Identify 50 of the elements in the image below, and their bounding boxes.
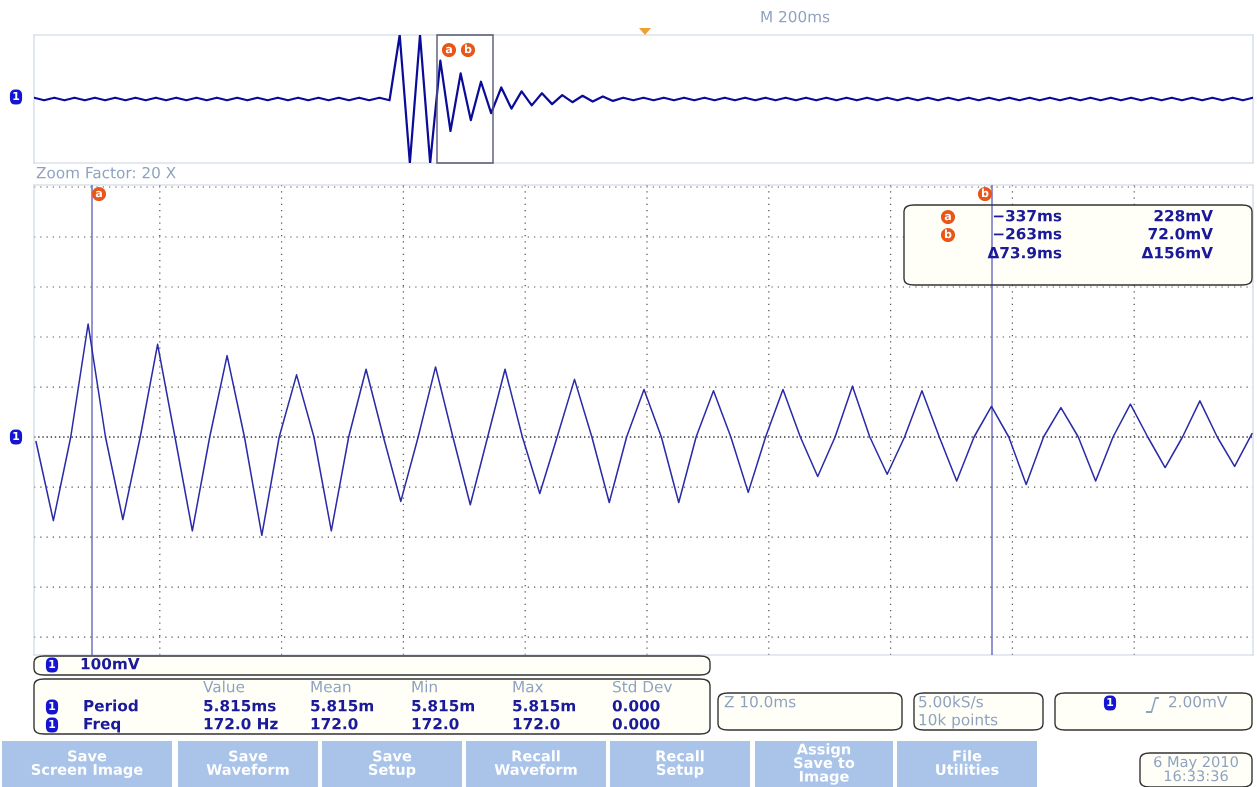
text: Δ156mV [1141, 246, 1213, 259]
text: Value [203, 680, 245, 693]
text: 172.0 [513, 717, 560, 730]
text: Zoom Factor: 20 X [36, 166, 176, 179]
text: 1 [1107, 697, 1114, 707]
text: Recall Waveform [494, 750, 577, 776]
text: Mean [311, 681, 351, 693]
text: 5.815ms [204, 699, 276, 712]
text: 100mV [81, 657, 140, 670]
text: Δ73.9ms [987, 246, 1062, 259]
text: 6 May 2010 16:33:36 [1154, 756, 1238, 782]
text: Freq [84, 718, 121, 733]
text: Save Screen Image [31, 750, 143, 778]
text: 1 [13, 91, 20, 101]
text: 1 [13, 431, 20, 441]
text: 5.00kS/s [919, 695, 983, 709]
text: 172.0 Hz [204, 717, 278, 730]
text: 5.815m [311, 699, 374, 712]
text: Recall Setup [656, 750, 704, 778]
text: 0.000 [612, 717, 660, 730]
annotation: a [445, 46, 452, 54]
text: Assign Save to Image [794, 743, 855, 785]
text: Save Setup [368, 750, 416, 778]
text: 2.00mV [1169, 695, 1228, 708]
text: 5.815m [513, 699, 576, 712]
text: File Utilities [936, 750, 999, 776]
text: 5.815m [412, 699, 475, 712]
text: 228mV [1154, 209, 1213, 222]
text: 10k points [919, 713, 998, 729]
text: b [981, 188, 989, 198]
text: 1 [49, 659, 56, 669]
text: Period [84, 699, 138, 712]
text: 1 [49, 701, 56, 711]
text: 172.0 [412, 717, 459, 730]
text: a [95, 190, 102, 198]
text: 72.0mV [1148, 227, 1213, 240]
text: 1 [49, 719, 56, 729]
text: 0.000 [612, 699, 660, 712]
text: a [944, 213, 951, 221]
text: Std Dev [613, 680, 672, 693]
text: −263ms [993, 227, 1062, 240]
text: Save Waveform [206, 750, 289, 776]
text: 172.0 [311, 717, 358, 730]
annotation: b [464, 44, 472, 54]
text: Min [412, 680, 437, 693]
text: −337ms [993, 209, 1062, 222]
text: M 200ms [761, 10, 830, 23]
text: b [944, 229, 952, 239]
text: Max [513, 681, 544, 693]
text: Z 10.0ms [724, 695, 796, 708]
